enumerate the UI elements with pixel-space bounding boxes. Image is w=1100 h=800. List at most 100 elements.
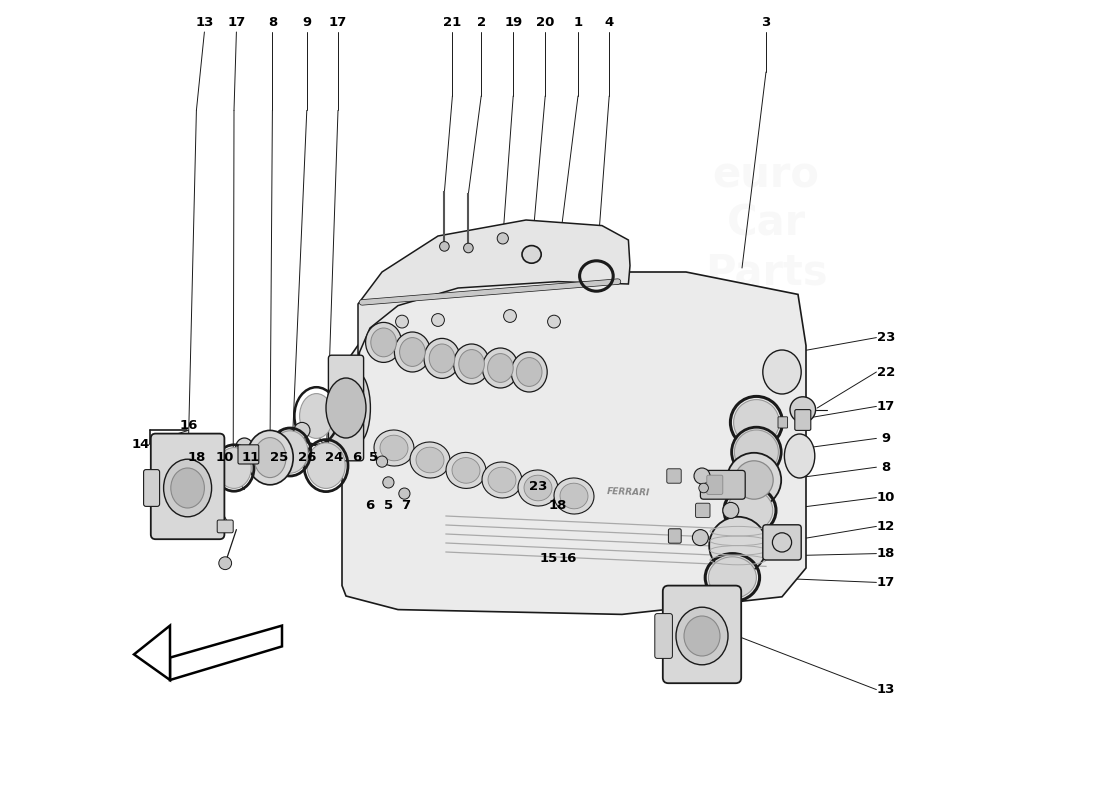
Text: 17: 17 xyxy=(228,16,245,29)
Text: 1: 1 xyxy=(573,16,583,29)
FancyBboxPatch shape xyxy=(663,586,741,683)
Ellipse shape xyxy=(395,332,430,372)
Ellipse shape xyxy=(676,607,728,665)
Circle shape xyxy=(399,488,410,499)
Circle shape xyxy=(254,435,273,454)
Ellipse shape xyxy=(784,434,815,478)
Ellipse shape xyxy=(416,447,444,473)
Text: 19: 19 xyxy=(504,16,522,29)
Circle shape xyxy=(692,530,708,546)
Ellipse shape xyxy=(379,435,408,461)
FancyBboxPatch shape xyxy=(707,475,723,494)
Circle shape xyxy=(294,422,310,438)
Text: 8: 8 xyxy=(881,461,891,474)
Text: 23: 23 xyxy=(529,480,547,493)
Ellipse shape xyxy=(482,462,522,498)
Circle shape xyxy=(376,456,387,467)
Text: 7: 7 xyxy=(402,499,410,512)
Circle shape xyxy=(279,428,296,444)
Polygon shape xyxy=(170,626,282,680)
Text: 17: 17 xyxy=(877,576,895,589)
Text: 25: 25 xyxy=(271,451,288,464)
Text: 6: 6 xyxy=(352,451,361,464)
Ellipse shape xyxy=(446,452,486,489)
FancyBboxPatch shape xyxy=(151,434,224,539)
Ellipse shape xyxy=(429,344,454,373)
Circle shape xyxy=(219,557,232,570)
Ellipse shape xyxy=(735,461,773,499)
FancyBboxPatch shape xyxy=(329,355,364,461)
Ellipse shape xyxy=(424,338,460,378)
Text: 17: 17 xyxy=(877,400,895,413)
Circle shape xyxy=(431,314,444,326)
Text: 12: 12 xyxy=(877,520,895,533)
Ellipse shape xyxy=(727,490,773,531)
Text: 14: 14 xyxy=(131,438,150,450)
Text: 9: 9 xyxy=(881,432,891,445)
Ellipse shape xyxy=(518,470,558,506)
Ellipse shape xyxy=(399,338,426,366)
Text: 2: 2 xyxy=(476,16,486,29)
Ellipse shape xyxy=(487,354,514,382)
Ellipse shape xyxy=(762,350,801,394)
Text: 11: 11 xyxy=(242,451,260,464)
Text: 17: 17 xyxy=(329,16,348,29)
Circle shape xyxy=(504,310,516,322)
Ellipse shape xyxy=(560,483,588,509)
FancyBboxPatch shape xyxy=(695,503,710,518)
Ellipse shape xyxy=(735,430,779,474)
Circle shape xyxy=(497,233,508,244)
Ellipse shape xyxy=(410,442,450,478)
FancyBboxPatch shape xyxy=(217,520,233,533)
Ellipse shape xyxy=(235,438,253,458)
Ellipse shape xyxy=(554,478,594,514)
Ellipse shape xyxy=(342,372,371,444)
Text: euro
Car
Parts: euro Car Parts xyxy=(705,154,827,294)
Text: 16: 16 xyxy=(559,552,576,565)
Text: FERRARI: FERRARI xyxy=(606,486,650,498)
Text: 8: 8 xyxy=(267,16,277,29)
FancyBboxPatch shape xyxy=(701,470,745,499)
Text: 5: 5 xyxy=(370,451,378,464)
Polygon shape xyxy=(342,272,806,614)
Text: 23: 23 xyxy=(877,331,895,344)
Text: 15: 15 xyxy=(539,552,558,565)
Text: 18: 18 xyxy=(549,499,568,512)
FancyBboxPatch shape xyxy=(762,525,801,560)
Text: 13: 13 xyxy=(877,683,895,696)
Ellipse shape xyxy=(727,453,781,507)
Text: 22: 22 xyxy=(877,366,895,378)
Text: 26: 26 xyxy=(298,451,317,464)
Text: 4: 4 xyxy=(605,16,614,29)
Polygon shape xyxy=(358,220,630,368)
Ellipse shape xyxy=(732,427,781,477)
Ellipse shape xyxy=(326,378,366,438)
Text: 13: 13 xyxy=(195,16,213,29)
Ellipse shape xyxy=(734,400,779,445)
Ellipse shape xyxy=(365,322,402,362)
Ellipse shape xyxy=(452,458,480,483)
Ellipse shape xyxy=(299,394,333,438)
Text: 9: 9 xyxy=(302,16,311,29)
Ellipse shape xyxy=(374,430,414,466)
Ellipse shape xyxy=(217,447,251,488)
Text: 16: 16 xyxy=(179,419,198,432)
Text: 21: 21 xyxy=(443,16,462,29)
Ellipse shape xyxy=(272,430,308,473)
Text: a passion for parts since 1985: a passion for parts since 1985 xyxy=(404,436,648,588)
Ellipse shape xyxy=(371,328,396,357)
FancyBboxPatch shape xyxy=(238,445,258,464)
FancyBboxPatch shape xyxy=(778,417,788,428)
Circle shape xyxy=(723,502,739,518)
Text: 18: 18 xyxy=(877,547,895,560)
Text: 3: 3 xyxy=(761,16,771,29)
Circle shape xyxy=(694,468,710,484)
Ellipse shape xyxy=(246,430,294,485)
Circle shape xyxy=(396,315,408,328)
Circle shape xyxy=(790,397,815,422)
Text: 10: 10 xyxy=(216,451,233,464)
Ellipse shape xyxy=(459,350,484,378)
FancyBboxPatch shape xyxy=(144,470,159,506)
Ellipse shape xyxy=(708,557,757,598)
Circle shape xyxy=(698,483,708,493)
